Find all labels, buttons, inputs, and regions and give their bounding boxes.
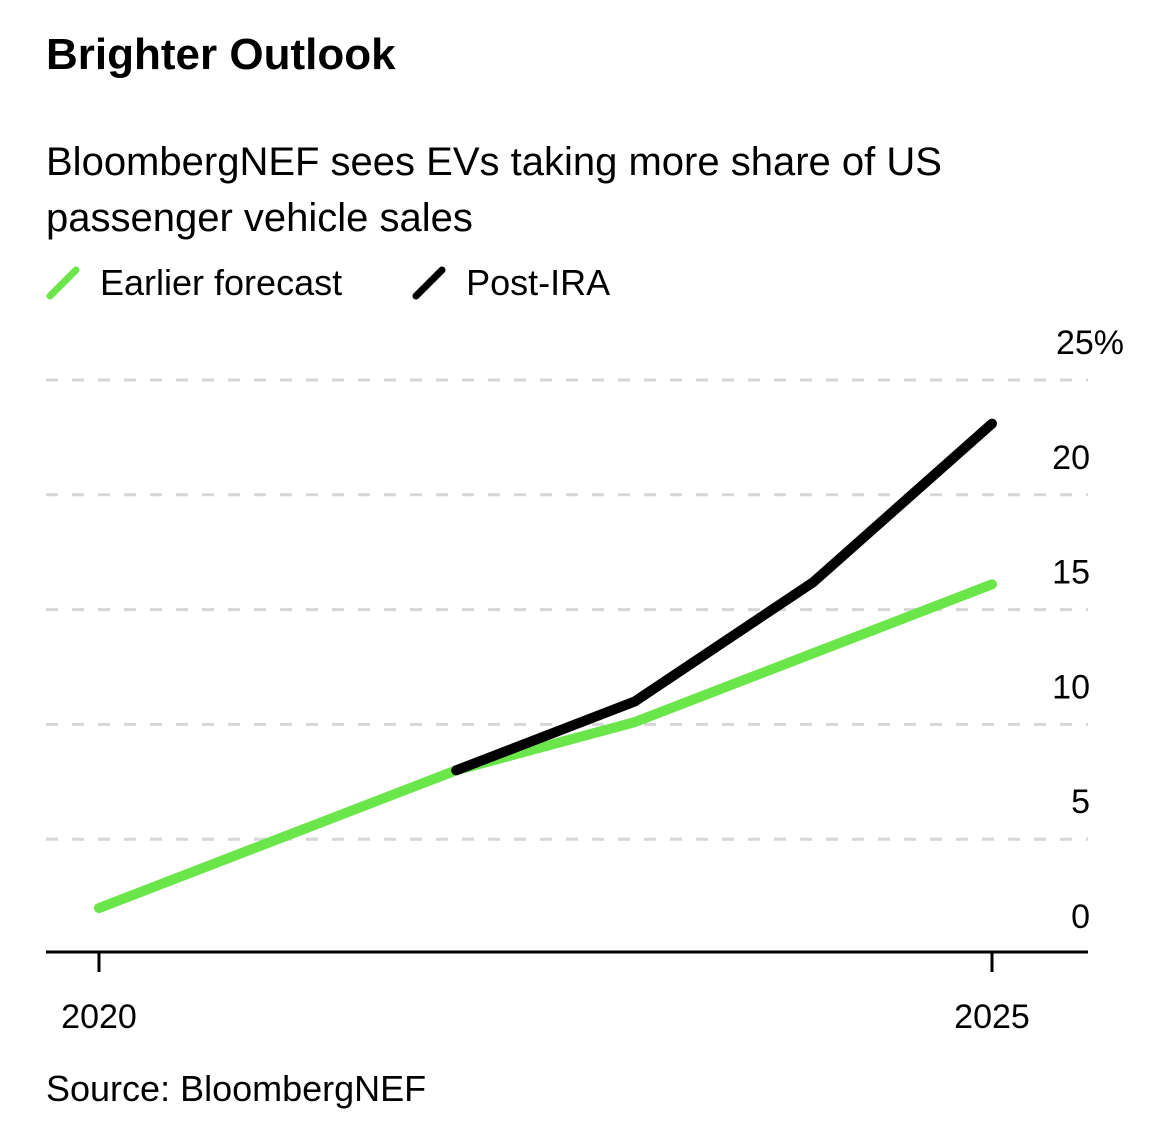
legend-item-earlier: Earlier forecast — [46, 262, 342, 304]
y-tick-label: 10 — [1052, 668, 1090, 706]
legend-item-post-ira: Post-IRA — [412, 262, 610, 304]
x-tick-label: 2025 — [954, 998, 1030, 1036]
x-tick-label: 2020 — [61, 998, 137, 1036]
y-tick-label: 20 — [1052, 439, 1090, 477]
series-line-post-ira — [451, 418, 997, 776]
y-tick-label: 5 — [1071, 783, 1090, 821]
legend-swatch-post-ira — [412, 266, 446, 300]
legend: Earlier forecast Post-IRA — [46, 262, 680, 304]
y-tick-label: 15 — [1052, 554, 1090, 592]
y-tick-label: 0 — [1071, 898, 1090, 936]
legend-swatch-earlier — [46, 266, 80, 300]
source-note: Source: BloombergNEF — [46, 1068, 427, 1109]
chart-title: Brighter Outlook — [46, 30, 396, 79]
chart-subtitle: BloombergNEF sees EVs taking more share … — [46, 140, 942, 240]
legend-label-earlier: Earlier forecast — [100, 262, 343, 303]
y-tick-label: 25% — [1056, 324, 1124, 362]
series-line-earlier-forecast — [94, 579, 997, 914]
legend-label-post-ira: Post-IRA — [466, 262, 611, 303]
